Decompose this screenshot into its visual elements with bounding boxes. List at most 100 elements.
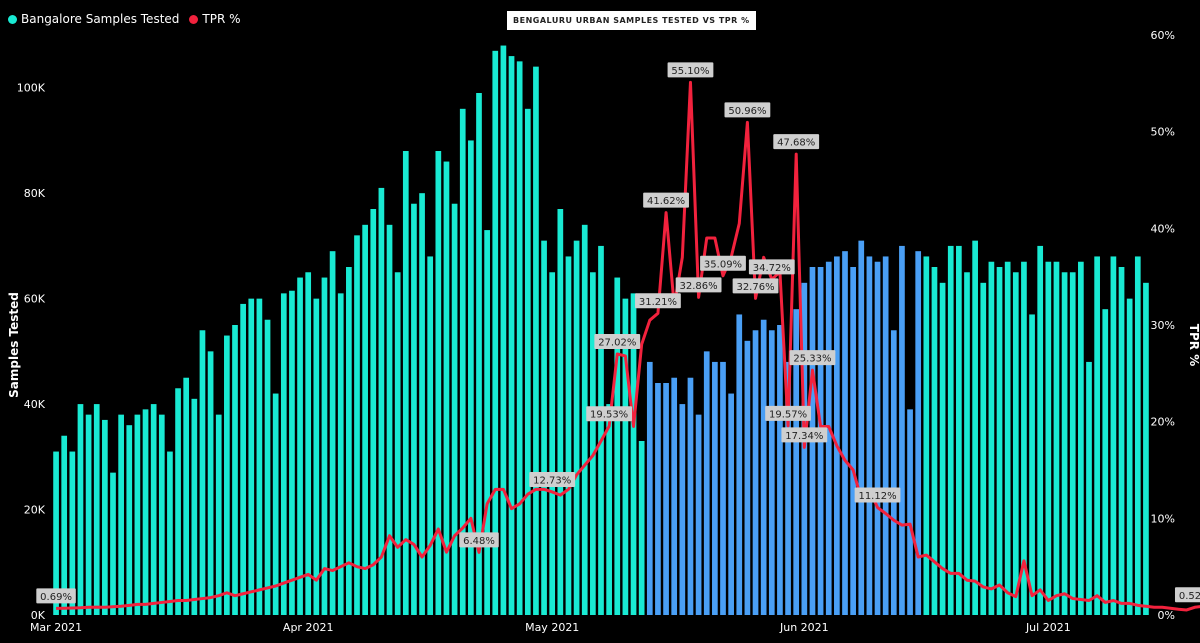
samples-bar[interactable] [671, 377, 678, 615]
samples-bar[interactable] [541, 240, 547, 615]
legend-item-samples[interactable]: Bangalore Samples Tested [8, 12, 179, 26]
samples-bar[interactable] [988, 261, 995, 615]
samples-bar[interactable] [565, 256, 572, 615]
samples-bar[interactable] [524, 108, 531, 615]
samples-bar[interactable] [516, 61, 523, 616]
samples-bar[interactable] [760, 319, 767, 615]
samples-bar[interactable] [1021, 261, 1027, 615]
samples-bar[interactable] [801, 282, 808, 615]
samples-bar[interactable] [793, 309, 800, 615]
samples-bar[interactable] [183, 377, 190, 615]
samples-bar[interactable] [321, 277, 328, 615]
samples-bar[interactable] [638, 441, 645, 615]
samples-bar[interactable] [687, 377, 694, 615]
samples-bar[interactable] [362, 224, 368, 615]
samples-bar[interactable] [834, 256, 840, 615]
samples-bar[interactable] [61, 435, 68, 615]
samples-bar[interactable] [614, 277, 621, 615]
samples-bar[interactable] [85, 414, 92, 615]
samples-bar[interactable] [394, 272, 401, 615]
samples-bar[interactable] [451, 203, 458, 616]
samples-bar[interactable] [468, 140, 474, 615]
samples-bar[interactable] [850, 267, 856, 615]
samples-bar[interactable] [191, 398, 198, 615]
samples-bar[interactable] [167, 451, 173, 615]
samples-bar[interactable] [996, 267, 1003, 615]
samples-bar[interactable] [622, 298, 629, 615]
samples-bar[interactable] [329, 251, 336, 615]
samples-bar[interactable] [573, 240, 580, 615]
samples-bar[interactable] [142, 409, 149, 615]
samples-bar[interactable] [858, 240, 865, 615]
samples-bar[interactable] [337, 293, 344, 615]
tpr-line[interactable] [56, 80, 1200, 612]
samples-bar[interactable] [484, 230, 490, 615]
samples-bar[interactable] [297, 277, 303, 615]
samples-bar[interactable] [744, 340, 751, 615]
samples-bar[interactable] [1126, 298, 1133, 615]
samples-bar[interactable] [158, 414, 165, 615]
samples-bar[interactable] [118, 414, 124, 615]
samples-bar[interactable] [866, 256, 873, 615]
samples-bar[interactable] [102, 419, 108, 615]
samples-bar[interactable] [207, 351, 214, 615]
samples-bar[interactable] [712, 361, 718, 615]
samples-bar[interactable] [939, 282, 946, 615]
samples-bar[interactable] [1029, 314, 1035, 615]
samples-bar[interactable] [947, 245, 954, 615]
samples-bar[interactable] [1061, 272, 1068, 615]
samples-bar[interactable] [728, 393, 734, 615]
samples-bar[interactable] [655, 383, 661, 615]
samples-bar[interactable] [419, 193, 425, 615]
samples-bar[interactable] [533, 66, 539, 615]
samples-bar[interactable] [272, 393, 279, 615]
samples-bar[interactable] [126, 425, 133, 615]
samples-bar[interactable] [972, 240, 978, 615]
samples-bar[interactable] [915, 251, 922, 615]
samples-bar[interactable] [1053, 261, 1060, 615]
samples-bar[interactable] [630, 293, 637, 615]
samples-bar[interactable] [1143, 282, 1149, 615]
samples-bar[interactable] [346, 267, 352, 615]
samples-bar[interactable] [370, 209, 377, 615]
samples-bar[interactable] [581, 224, 588, 615]
samples-bar[interactable] [256, 298, 263, 615]
samples-bar[interactable] [280, 293, 287, 615]
samples-bar[interactable] [956, 245, 962, 615]
samples-bar[interactable] [240, 303, 246, 615]
samples-bar[interactable] [264, 319, 271, 615]
samples-bar[interactable] [508, 56, 515, 615]
samples-bar[interactable] [557, 209, 564, 615]
samples-bar[interactable] [1086, 361, 1092, 615]
samples-bar[interactable] [232, 325, 238, 615]
samples-bar[interactable] [1045, 261, 1052, 615]
samples-bar[interactable] [1134, 256, 1141, 615]
samples-bar[interactable] [890, 330, 897, 615]
samples-bar[interactable] [907, 409, 913, 615]
samples-bar[interactable] [720, 361, 726, 615]
samples-bar[interactable] [606, 404, 612, 615]
samples-bar[interactable] [899, 245, 905, 615]
samples-bar[interactable] [736, 314, 743, 615]
samples-bar[interactable] [703, 351, 710, 615]
samples-bar[interactable] [1102, 309, 1109, 615]
samples-bar[interactable] [248, 298, 255, 615]
legend-item-tpr[interactable]: TPR % [189, 12, 241, 26]
samples-bar[interactable] [476, 93, 482, 615]
samples-bar[interactable] [874, 261, 881, 615]
samples-bar[interactable] [500, 45, 507, 616]
samples-bar[interactable] [598, 245, 604, 615]
samples-bar[interactable] [313, 298, 320, 615]
samples-bar[interactable] [224, 335, 230, 615]
samples-bar[interactable] [386, 224, 393, 615]
samples-bar[interactable] [1078, 261, 1084, 615]
samples-bar[interactable] [695, 414, 702, 615]
samples-bar[interactable] [882, 256, 889, 615]
samples-bar[interactable] [93, 404, 100, 615]
samples-bar[interactable] [1012, 272, 1019, 615]
samples-bar[interactable] [590, 272, 596, 615]
samples-bar[interactable] [459, 108, 466, 615]
samples-bar[interactable] [1110, 256, 1117, 615]
samples-bar[interactable] [825, 261, 832, 615]
samples-bar[interactable] [175, 388, 181, 615]
